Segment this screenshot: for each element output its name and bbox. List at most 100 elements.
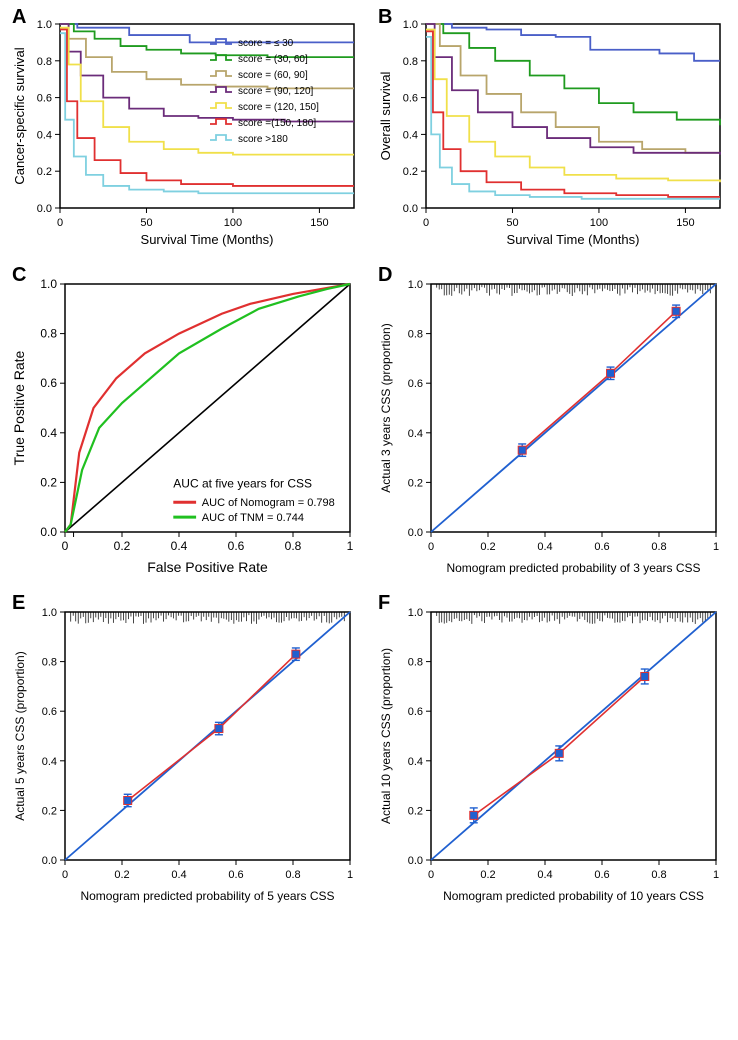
panel-label-e: E — [12, 592, 25, 615]
svg-text:150: 150 — [676, 217, 694, 229]
svg-text:Cancer-specific survival: Cancer-specific survival — [12, 47, 27, 184]
svg-text:0: 0 — [62, 869, 68, 881]
panel-label-a: A — [12, 6, 26, 29]
panel-label-c: C — [12, 264, 26, 287]
svg-text:150: 150 — [310, 217, 328, 229]
svg-text:0: 0 — [423, 217, 429, 229]
svg-text:1.0: 1.0 — [408, 279, 423, 291]
svg-text:0.6: 0.6 — [40, 376, 57, 390]
svg-text:0.6: 0.6 — [408, 706, 423, 718]
svg-text:0.4: 0.4 — [408, 428, 423, 440]
svg-text:0.6: 0.6 — [594, 869, 609, 881]
svg-text:0.8: 0.8 — [285, 869, 300, 881]
svg-text:0.2: 0.2 — [408, 477, 423, 489]
panel-d: D 00.20.40.60.810.00.20.40.60.81.0Nomogr… — [376, 268, 728, 578]
svg-text:0.6: 0.6 — [42, 706, 57, 718]
svg-text:1: 1 — [713, 869, 719, 881]
chart-e-calib-5yr: 00.20.40.60.810.00.20.40.60.81.0Nomogram… — [10, 596, 360, 906]
svg-text:False Positive Rate: False Positive Rate — [147, 559, 268, 575]
svg-text:0.2: 0.2 — [403, 166, 418, 178]
svg-text:50: 50 — [506, 217, 518, 229]
svg-text:1: 1 — [347, 869, 353, 881]
svg-text:0.8: 0.8 — [285, 539, 302, 553]
svg-text:score >180: score >180 — [238, 134, 288, 145]
svg-text:0.4: 0.4 — [537, 541, 552, 553]
svg-text:Nomogram predicted probability: Nomogram predicted probability of 10 yea… — [443, 889, 704, 903]
svg-text:0.8: 0.8 — [37, 56, 52, 68]
svg-text:0.4: 0.4 — [37, 129, 52, 141]
svg-text:0: 0 — [428, 541, 434, 553]
svg-text:1.0: 1.0 — [408, 607, 423, 619]
svg-text:Actual 10 years CSS (proportio: Actual 10 years CSS (proportion) — [379, 648, 393, 824]
svg-text:Nomogram predicted probability: Nomogram predicted probability of 3 year… — [446, 561, 700, 575]
svg-text:score = (120, 150]: score = (120, 150] — [238, 102, 319, 113]
svg-text:1: 1 — [713, 541, 719, 553]
panel-label-f: F — [378, 592, 390, 615]
svg-text:Nomogram predicted probability: Nomogram predicted probability of 5 year… — [80, 889, 334, 903]
svg-text:0.4: 0.4 — [403, 129, 418, 141]
svg-text:0.0: 0.0 — [40, 525, 57, 539]
svg-text:score = (60, 90]: score = (60, 90] — [238, 70, 308, 81]
svg-text:0.8: 0.8 — [408, 329, 423, 341]
svg-text:0.2: 0.2 — [480, 541, 495, 553]
svg-text:0.6: 0.6 — [37, 93, 52, 105]
svg-text:0.2: 0.2 — [114, 539, 131, 553]
svg-text:0.4: 0.4 — [537, 869, 552, 881]
svg-text:AUC at five years for CSS: AUC at five years for CSS — [173, 476, 312, 490]
svg-text:0.2: 0.2 — [40, 475, 57, 489]
svg-text:0.4: 0.4 — [171, 869, 186, 881]
svg-text:0.6: 0.6 — [228, 539, 245, 553]
svg-text:0.8: 0.8 — [42, 657, 57, 669]
svg-text:Survival Time (Months): Survival Time (Months) — [507, 232, 640, 247]
svg-text:score =(150, 180]: score =(150, 180] — [238, 118, 316, 129]
chart-a-km-css: 0501001500.00.20.40.60.81.0Survival Time… — [10, 10, 360, 250]
svg-text:1.0: 1.0 — [40, 277, 57, 291]
chart-f-calib-10yr: 0 0.2 0.4 0.6 0.8 1 0.0 0.2 0.4 0.6 0.8 1.0 Nomogram… — [376, 596, 726, 906]
svg-text:AUC of Nomogram = 0.798: AUC of Nomogram = 0.798 — [202, 497, 335, 509]
svg-text:0.0: 0.0 — [408, 855, 423, 867]
svg-text:0.0: 0.0 — [408, 527, 423, 539]
svg-text:0.6: 0.6 — [403, 93, 418, 105]
svg-text:0.6: 0.6 — [594, 541, 609, 553]
svg-text:0.2: 0.2 — [408, 805, 423, 817]
svg-text:0.8: 0.8 — [40, 327, 57, 341]
svg-text:AUC of TNM = 0.744: AUC of TNM = 0.744 — [202, 512, 304, 524]
svg-text:1.0: 1.0 — [42, 607, 57, 619]
panel-a: A 0501001500.00.20.40.60.81.0Survival Ti… — [10, 10, 362, 250]
svg-text:score = (90, 120]: score = (90, 120] — [238, 86, 314, 97]
svg-text:1.0: 1.0 — [37, 19, 52, 31]
svg-text:0.6: 0.6 — [408, 378, 423, 390]
svg-text:0.4: 0.4 — [42, 756, 57, 768]
svg-text:0.8: 0.8 — [651, 869, 666, 881]
svg-text:score = (30, 60]: score = (30, 60] — [238, 54, 308, 65]
svg-text:0.0: 0.0 — [42, 855, 57, 867]
svg-text:0.8: 0.8 — [403, 56, 418, 68]
svg-text:0.8: 0.8 — [651, 541, 666, 553]
chart-d-calib-3yr: 0 0.2 0.4 0.6 0.8 1 0.0 0.2 0.4 0.6 0.8 1.0 Nomogram… — [376, 268, 726, 578]
svg-text:1: 1 — [347, 539, 354, 553]
svg-text:Overall survival: Overall survival — [378, 71, 393, 160]
svg-text:0: 0 — [57, 217, 63, 229]
svg-text:score = ≤ 30: score = ≤ 30 — [238, 38, 294, 49]
svg-text:Survival Time (Months): Survival Time (Months) — [141, 232, 274, 247]
svg-text:0.2: 0.2 — [480, 869, 495, 881]
svg-text:0.2: 0.2 — [114, 869, 129, 881]
svg-text:Actual 5 years CSS (proportion: Actual 5 years CSS (proportion) — [13, 651, 27, 820]
svg-text:0.4: 0.4 — [40, 426, 57, 440]
svg-text:0.6: 0.6 — [228, 869, 243, 881]
panel-c: C 00.20.40.60.810.00.20.40.60.81.0False … — [10, 268, 362, 578]
svg-text:1.0: 1.0 — [403, 19, 418, 31]
svg-text:100: 100 — [224, 217, 242, 229]
svg-text:0: 0 — [428, 869, 434, 881]
svg-text:0.8: 0.8 — [408, 657, 423, 669]
panel-e: E 00.20.40.60.810.00.20.40.60.81.0Nomogr… — [10, 596, 362, 906]
svg-text:True Positive Rate: True Positive Rate — [11, 350, 27, 465]
svg-text:100: 100 — [590, 217, 608, 229]
svg-text:0.0: 0.0 — [37, 203, 52, 215]
svg-text:0.4: 0.4 — [408, 756, 423, 768]
chart-b-km-os: 0 50 100 150 0.0 0.2 0.4 0.6 0.8 1.0 Survival Time… — [376, 10, 726, 250]
svg-text:0.4: 0.4 — [171, 539, 188, 553]
svg-text:50: 50 — [140, 217, 152, 229]
panel-label-b: B — [378, 6, 392, 29]
svg-text:0.0: 0.0 — [403, 203, 418, 215]
